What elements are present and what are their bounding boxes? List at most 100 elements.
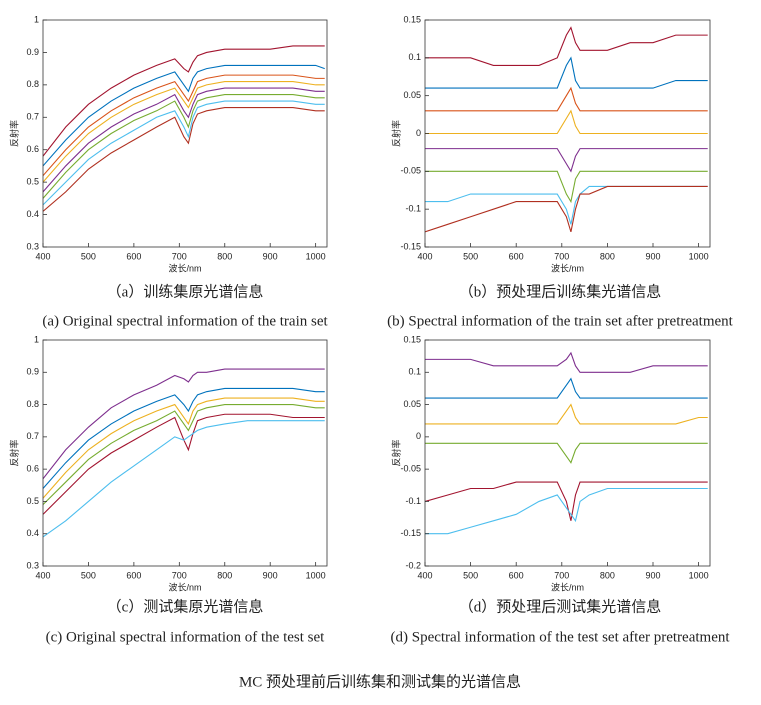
- spectrum-line: [425, 481, 708, 521]
- spectrum-line: [43, 74, 325, 177]
- x-axis-label: 波长/nm: [168, 581, 201, 592]
- y-tick-label: 0.3: [26, 241, 39, 251]
- spectrum-line: [43, 404, 325, 506]
- x-tick-label: 900: [263, 570, 278, 580]
- caption-cn: （a）训练集原光谱信息: [107, 283, 264, 300]
- y-tick-label: 0.9: [26, 47, 39, 57]
- x-tick-label: 700: [554, 251, 569, 261]
- y-tick-label: 0.8: [26, 79, 39, 89]
- spectrum-line: [43, 107, 325, 212]
- axes-box: [424, 339, 711, 567]
- figure-caption: MC 预处理前后训练集和测试集的光谱信息: [239, 673, 521, 690]
- x-axis-label: 波长/nm: [551, 581, 584, 592]
- y-tick-label: 0: [416, 128, 421, 138]
- x-tick-label: 600: [509, 570, 524, 580]
- chart-panel: -0.15 -0.1 -0.05 0 0.05 0.1 0.15 400 500 600 700 80…: [387, 14, 734, 329]
- spectrum-line: [425, 56, 708, 89]
- x-tick-label: 600: [126, 251, 141, 261]
- y-tick-label: -0.15: [400, 528, 421, 538]
- x-tick-label: 500: [463, 251, 478, 261]
- spectrum-line: [425, 185, 708, 233]
- spectrum-line: [425, 403, 708, 425]
- x-tick-label: 900: [263, 251, 278, 261]
- y-axis-label: 反射率: [8, 439, 19, 466]
- y-tick-label: 0.15: [403, 14, 421, 24]
- x-tick-label: 1000: [689, 570, 709, 580]
- y-tick-label: 0.05: [403, 399, 421, 409]
- caption-en: (d) Spectral information of the test set…: [390, 629, 730, 645]
- y-tick-label: 1: [34, 334, 39, 344]
- spectrum-line: [425, 148, 708, 173]
- y-tick-label: 0.4: [26, 209, 39, 219]
- x-tick-label: 600: [126, 570, 141, 580]
- y-tick-label: -0.05: [400, 166, 421, 176]
- y-axis-label: 反射率: [390, 120, 401, 147]
- spectrum-line: [425, 109, 708, 135]
- x-tick-label: 400: [417, 251, 432, 261]
- x-tick-label: 1000: [306, 570, 326, 580]
- x-tick-label: 700: [172, 251, 187, 261]
- x-tick-label: 800: [217, 570, 232, 580]
- spectrum-line: [425, 351, 708, 373]
- plot-lines: [43, 45, 325, 212]
- chart-panel: 0.3 0.4 0.5 0.6 0.7 0.8 0.9 1 400 500 600 700 800 900…: [8, 334, 328, 645]
- x-tick-label: 400: [417, 570, 432, 580]
- y-tick-label: 0.1: [408, 367, 421, 377]
- x-tick-label: 400: [35, 251, 50, 261]
- spectrum-line: [43, 397, 325, 499]
- y-tick-label: -0.2: [405, 560, 421, 570]
- spectrum-line: [43, 94, 325, 199]
- x-tick-label: 900: [645, 251, 660, 261]
- spectrum-line: [43, 368, 325, 480]
- chart-panel: 0.3 0.4 0.5 0.6 0.7 0.8 0.9 1 400 500 600 700 800 900…: [8, 14, 328, 329]
- x-tick-label: 400: [35, 570, 50, 580]
- spectrum-line: [425, 86, 708, 112]
- spectrum-line: [43, 87, 325, 193]
- y-tick-label: 0.8: [26, 399, 39, 409]
- x-tick-label: 700: [172, 570, 187, 580]
- caption-en: (c) Original spectral information of the…: [46, 629, 325, 645]
- y-tick-label: 0.15: [403, 334, 421, 344]
- x-tick-label: 500: [81, 570, 96, 580]
- x-tick-label: 500: [81, 251, 96, 261]
- x-tick-label: 800: [217, 251, 232, 261]
- x-tick-label: 1000: [306, 251, 326, 261]
- y-tick-label: 0.6: [26, 464, 39, 474]
- y-tick-label: 0.5: [26, 177, 39, 187]
- x-axis-label: 波长/nm: [551, 262, 584, 273]
- y-tick-label: 0.7: [26, 112, 39, 122]
- y-tick-label: 0.6: [26, 144, 39, 154]
- plot-lines: [425, 351, 708, 535]
- y-tick-label: 0.05: [403, 90, 421, 100]
- caption-cn: （b）预处理后训练集光谱信息: [459, 283, 662, 300]
- y-axis-label: 反射率: [390, 439, 401, 466]
- y-tick-label: 0.5: [26, 496, 39, 506]
- caption-cn: （c）测试集原光谱信息: [107, 598, 264, 615]
- y-tick-label: 0.3: [26, 560, 39, 570]
- y-tick-label: 0: [416, 431, 421, 441]
- caption-cn: （d）预处理后测试集光谱信息: [459, 598, 662, 615]
- spectrum-line: [43, 387, 325, 489]
- y-tick-label: 0.7: [26, 431, 39, 441]
- spectrum-line: [425, 377, 708, 399]
- y-tick-label: -0.1: [405, 204, 421, 214]
- x-tick-label: 1000: [689, 251, 709, 261]
- y-tick-label: 1: [34, 14, 39, 24]
- spectrum-line: [43, 64, 325, 167]
- y-tick-label: -0.05: [400, 464, 421, 474]
- plot-lines: [43, 368, 325, 538]
- y-axis-label: 反射率: [8, 120, 19, 147]
- spectrum-line: [43, 420, 325, 538]
- y-tick-label: -0.1: [405, 496, 421, 506]
- x-tick-label: 700: [554, 570, 569, 580]
- x-tick-label: 800: [600, 570, 615, 580]
- plot-lines: [425, 26, 708, 233]
- spectrum-line: [43, 81, 325, 183]
- spectrum-line: [43, 413, 325, 515]
- x-tick-label: 800: [600, 251, 615, 261]
- chart-panel: -0.2 -0.15 -0.1 -0.05 0 0.05 0.1 0.15 400 500 600 7…: [390, 334, 730, 645]
- spectrum-line: [43, 100, 325, 206]
- caption-en: (a) Original spectral information of the…: [42, 313, 328, 329]
- spectrum-line: [425, 26, 708, 66]
- spectrum-line: [425, 170, 708, 204]
